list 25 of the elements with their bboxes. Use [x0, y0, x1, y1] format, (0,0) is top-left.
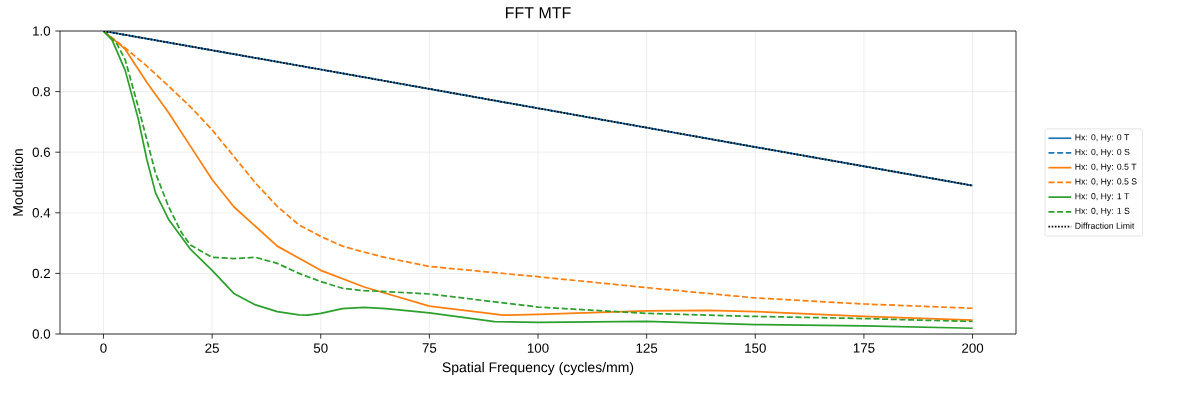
y-tick-label: 1.0 — [33, 26, 51, 36]
legend-label: Hx: 0, Hy: 1 S — [1075, 207, 1130, 216]
legend-label: Hx: 0, Hy: 0.5 T — [1075, 163, 1137, 172]
x-tick-label: 0 — [100, 343, 107, 353]
x-tick-label: 100 — [527, 343, 549, 353]
y-tick-label: 0.4 — [32, 208, 51, 218]
chart-title: FFT MTF — [506, 7, 571, 19]
x-tick-label: 200 — [962, 343, 984, 353]
x-axis-title: Spatial Frequency (cycles/mm) — [442, 361, 634, 376]
y-tick-label: 0.8 — [32, 86, 51, 97]
x-tick-label: 150 — [745, 343, 766, 353]
y-tick-label: 0.2 — [32, 268, 50, 279]
legend-label: Hx: 0, Hy: 0 S — [1075, 148, 1130, 157]
legend-label: Hx: 0, Hy: 0 T — [1075, 134, 1130, 143]
legend-label: Hx: 0, Hy: 1 T — [1075, 193, 1130, 201]
x-tick-label: 75 — [422, 343, 437, 353]
y-tick-label: 0.6 — [32, 147, 51, 157]
x-tick-label: 50 — [313, 343, 328, 353]
legend-label: Hx: 0, Hy: 0.5 S — [1075, 178, 1137, 187]
x-tick-label: 175 — [853, 343, 875, 353]
x-tick-label: 25 — [205, 343, 219, 353]
legend-label: Diffraction Limit — [1075, 222, 1135, 229]
x-tick-label: 125 — [636, 343, 658, 353]
y-tick-label: 0.0 — [32, 329, 51, 339]
y-axis-title: Modulation — [12, 149, 23, 216]
